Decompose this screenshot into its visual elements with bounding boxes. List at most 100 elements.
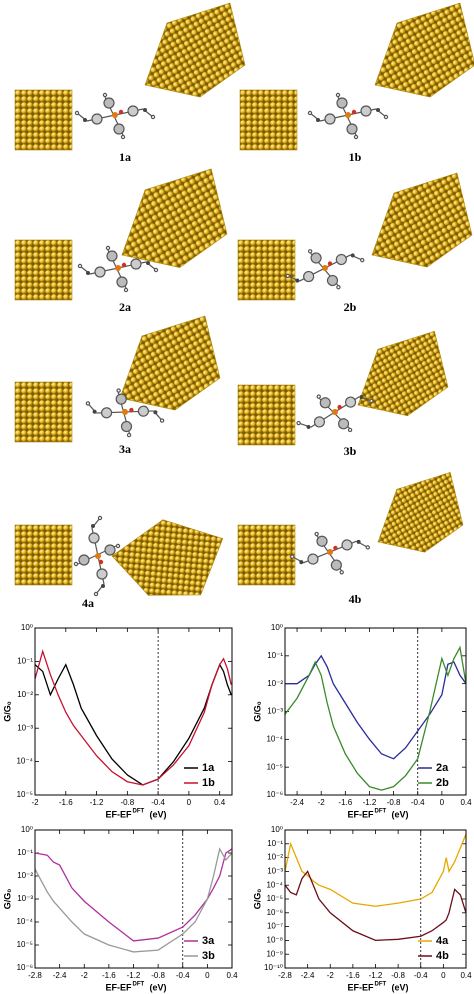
y-tick-label: 10⁻⁷	[267, 922, 283, 931]
plot-frame	[284, 627, 467, 796]
panel-label: 2a	[119, 300, 131, 314]
y-tick-label: 10⁻⁶	[267, 790, 283, 799]
panel-label: 1b	[349, 150, 362, 164]
panel-label: 3a	[119, 442, 131, 456]
x-tick-label: -0.8	[151, 971, 165, 980]
x-tick-label: -2.4	[301, 971, 315, 980]
x-tick-label: -1.2	[369, 971, 383, 980]
series-line	[285, 645, 466, 791]
y-tick-label: 10⁻³	[267, 707, 283, 716]
x-tick-label: -1.6	[59, 798, 73, 807]
y-axis-label: G/G₀	[252, 701, 262, 722]
x-tick-label: 0.4	[460, 798, 472, 807]
x-axis-label-sup: DFT	[133, 982, 145, 988]
x-axis-label-unit: (eV)	[392, 982, 409, 992]
y-tick-label: 10⁰	[21, 825, 33, 834]
x-tick-label: -1.6	[346, 971, 360, 980]
x-tick-label: -0.8	[387, 798, 401, 807]
x-tick-label: -1.6	[338, 798, 352, 807]
x-tick-label: -2.8	[278, 971, 292, 980]
x-axis-label: EF-EF	[348, 809, 375, 819]
x-tick-label: 0	[440, 798, 445, 807]
panel-label: 2b	[344, 300, 357, 314]
plot-frame	[284, 829, 467, 969]
x-axis-label: EF-EF	[106, 809, 133, 819]
x-axis-label-sup: DFT	[375, 809, 387, 815]
y-tick-label: 10⁻³	[17, 723, 33, 732]
legend-label: 4a	[436, 935, 449, 947]
x-tick-label: 0.4	[460, 971, 472, 980]
chart: 10⁰ 10⁻¹ 10⁻² 10⁻³ 10⁻⁴ 10⁻⁵ 10⁻⁶ -2.4 -2 -1.6 -1.…	[252, 623, 472, 819]
x-tick-label: -1.2	[127, 971, 141, 980]
x-tick-label: 0	[205, 971, 210, 980]
y-tick-label: 10⁻²	[267, 679, 283, 688]
legend-label: 1a	[202, 762, 215, 774]
x-tick-label: -0.4	[176, 971, 190, 980]
chart: 10⁰ 10⁻¹ 10⁻² 10⁻³ 10⁻⁴ 10⁻⁵ 10⁻⁶-2.8 -2.4 -2 -1.…	[2, 825, 238, 992]
x-tick-label: -0.4	[411, 798, 425, 807]
y-tick-label: 10⁻⁴	[16, 917, 33, 926]
y-tick-label: 10⁻¹	[267, 651, 283, 660]
x-tick-label: -2	[327, 971, 335, 980]
x-tick-label: -1.2	[90, 798, 104, 807]
legend-label: 3a	[202, 935, 215, 947]
y-tick-label: 10⁻⁶	[267, 908, 283, 917]
panel-label: 3b	[344, 444, 357, 458]
y-axis-label: G/G₀	[252, 889, 262, 910]
x-tick-label: -0.8	[391, 971, 405, 980]
y-tick-label: 10⁻⁹	[266, 949, 283, 958]
y-tick-label: 10⁰	[271, 825, 283, 834]
structure-panels: 1a 1b 2a 2b 3a 3b 4a 4b	[14, 2, 474, 621]
x-tick-label: 0	[441, 971, 446, 980]
y-tick-label: 10⁻²	[267, 853, 283, 862]
chart: 10⁰ 10⁻¹ 10⁻² 10⁻³ 10⁻⁴ 10⁻⁵ 10⁻⁶ 10⁻⁷ 10⁻⁸ 10⁻⁹ 1…	[252, 825, 472, 992]
series-line	[285, 870, 466, 942]
y-tick-label: 10⁻⁵	[267, 894, 283, 903]
x-tick-label: -0.8	[120, 798, 134, 807]
chart: 10⁰ 10⁻¹ 10⁻² 10⁻³ 10⁻⁴ 10⁻⁵-2 -1.6 -1.2 -0.8 -0.…	[2, 623, 233, 819]
x-tick-label: -2.8	[28, 971, 42, 980]
y-axis-label: G/G₀	[2, 701, 12, 722]
y-tick-label: 10⁻²	[17, 690, 33, 699]
x-axis-label-unit: (eV)	[150, 809, 167, 819]
x-tick-label: -0.4	[151, 798, 165, 807]
x-tick-label: -2	[81, 971, 89, 980]
x-tick-label: -2	[31, 798, 39, 807]
legend-label: 4b	[436, 950, 449, 962]
y-tick-label: 10⁻⁶	[17, 963, 33, 972]
plot-frame	[34, 627, 233, 796]
series-line	[285, 833, 466, 907]
series-line	[35, 847, 232, 953]
panel-label: 4a	[82, 596, 94, 610]
y-tick-label: 10⁻⁴	[16, 757, 33, 766]
y-tick-label: 10⁻⁵	[17, 790, 33, 799]
y-tick-label: 10⁻¹	[17, 848, 33, 857]
x-axis-label: EF-EF	[106, 982, 133, 992]
y-tick-label: 10⁰	[21, 623, 33, 632]
y-tick-label: 10⁻¹	[17, 657, 33, 666]
panel-label: 1a	[119, 150, 131, 164]
y-tick-label: 10⁻⁵	[267, 762, 283, 771]
y-tick-label: 10⁻¹⁰	[264, 963, 283, 972]
y-tick-label: 10⁻³	[267, 867, 283, 876]
x-axis-label: EF-EF	[348, 982, 375, 992]
x-tick-label: 0.4	[214, 798, 226, 807]
y-tick-label: 10⁻⁴	[266, 734, 283, 743]
legend-label: 2b	[436, 777, 449, 789]
panel-label: 4b	[349, 592, 362, 606]
y-tick-label: 10⁻²	[17, 871, 33, 880]
legend-label: 1b	[202, 777, 215, 789]
legend-label: 2a	[436, 762, 449, 774]
y-tick-label: 10⁻⁵	[17, 940, 33, 949]
x-tick-label: -2.4	[53, 971, 67, 980]
y-tick-label: 10⁻¹	[267, 839, 283, 848]
x-axis-label-unit: (eV)	[392, 809, 409, 819]
y-tick-label: 10⁻³	[17, 894, 33, 903]
x-tick-label: -2	[318, 798, 326, 807]
series-line	[35, 649, 232, 786]
x-tick-label: 0.4	[226, 971, 238, 980]
y-tick-label: 10⁰	[271, 623, 283, 632]
x-tick-label: -1.6	[102, 971, 116, 980]
plot-frame	[34, 829, 233, 969]
